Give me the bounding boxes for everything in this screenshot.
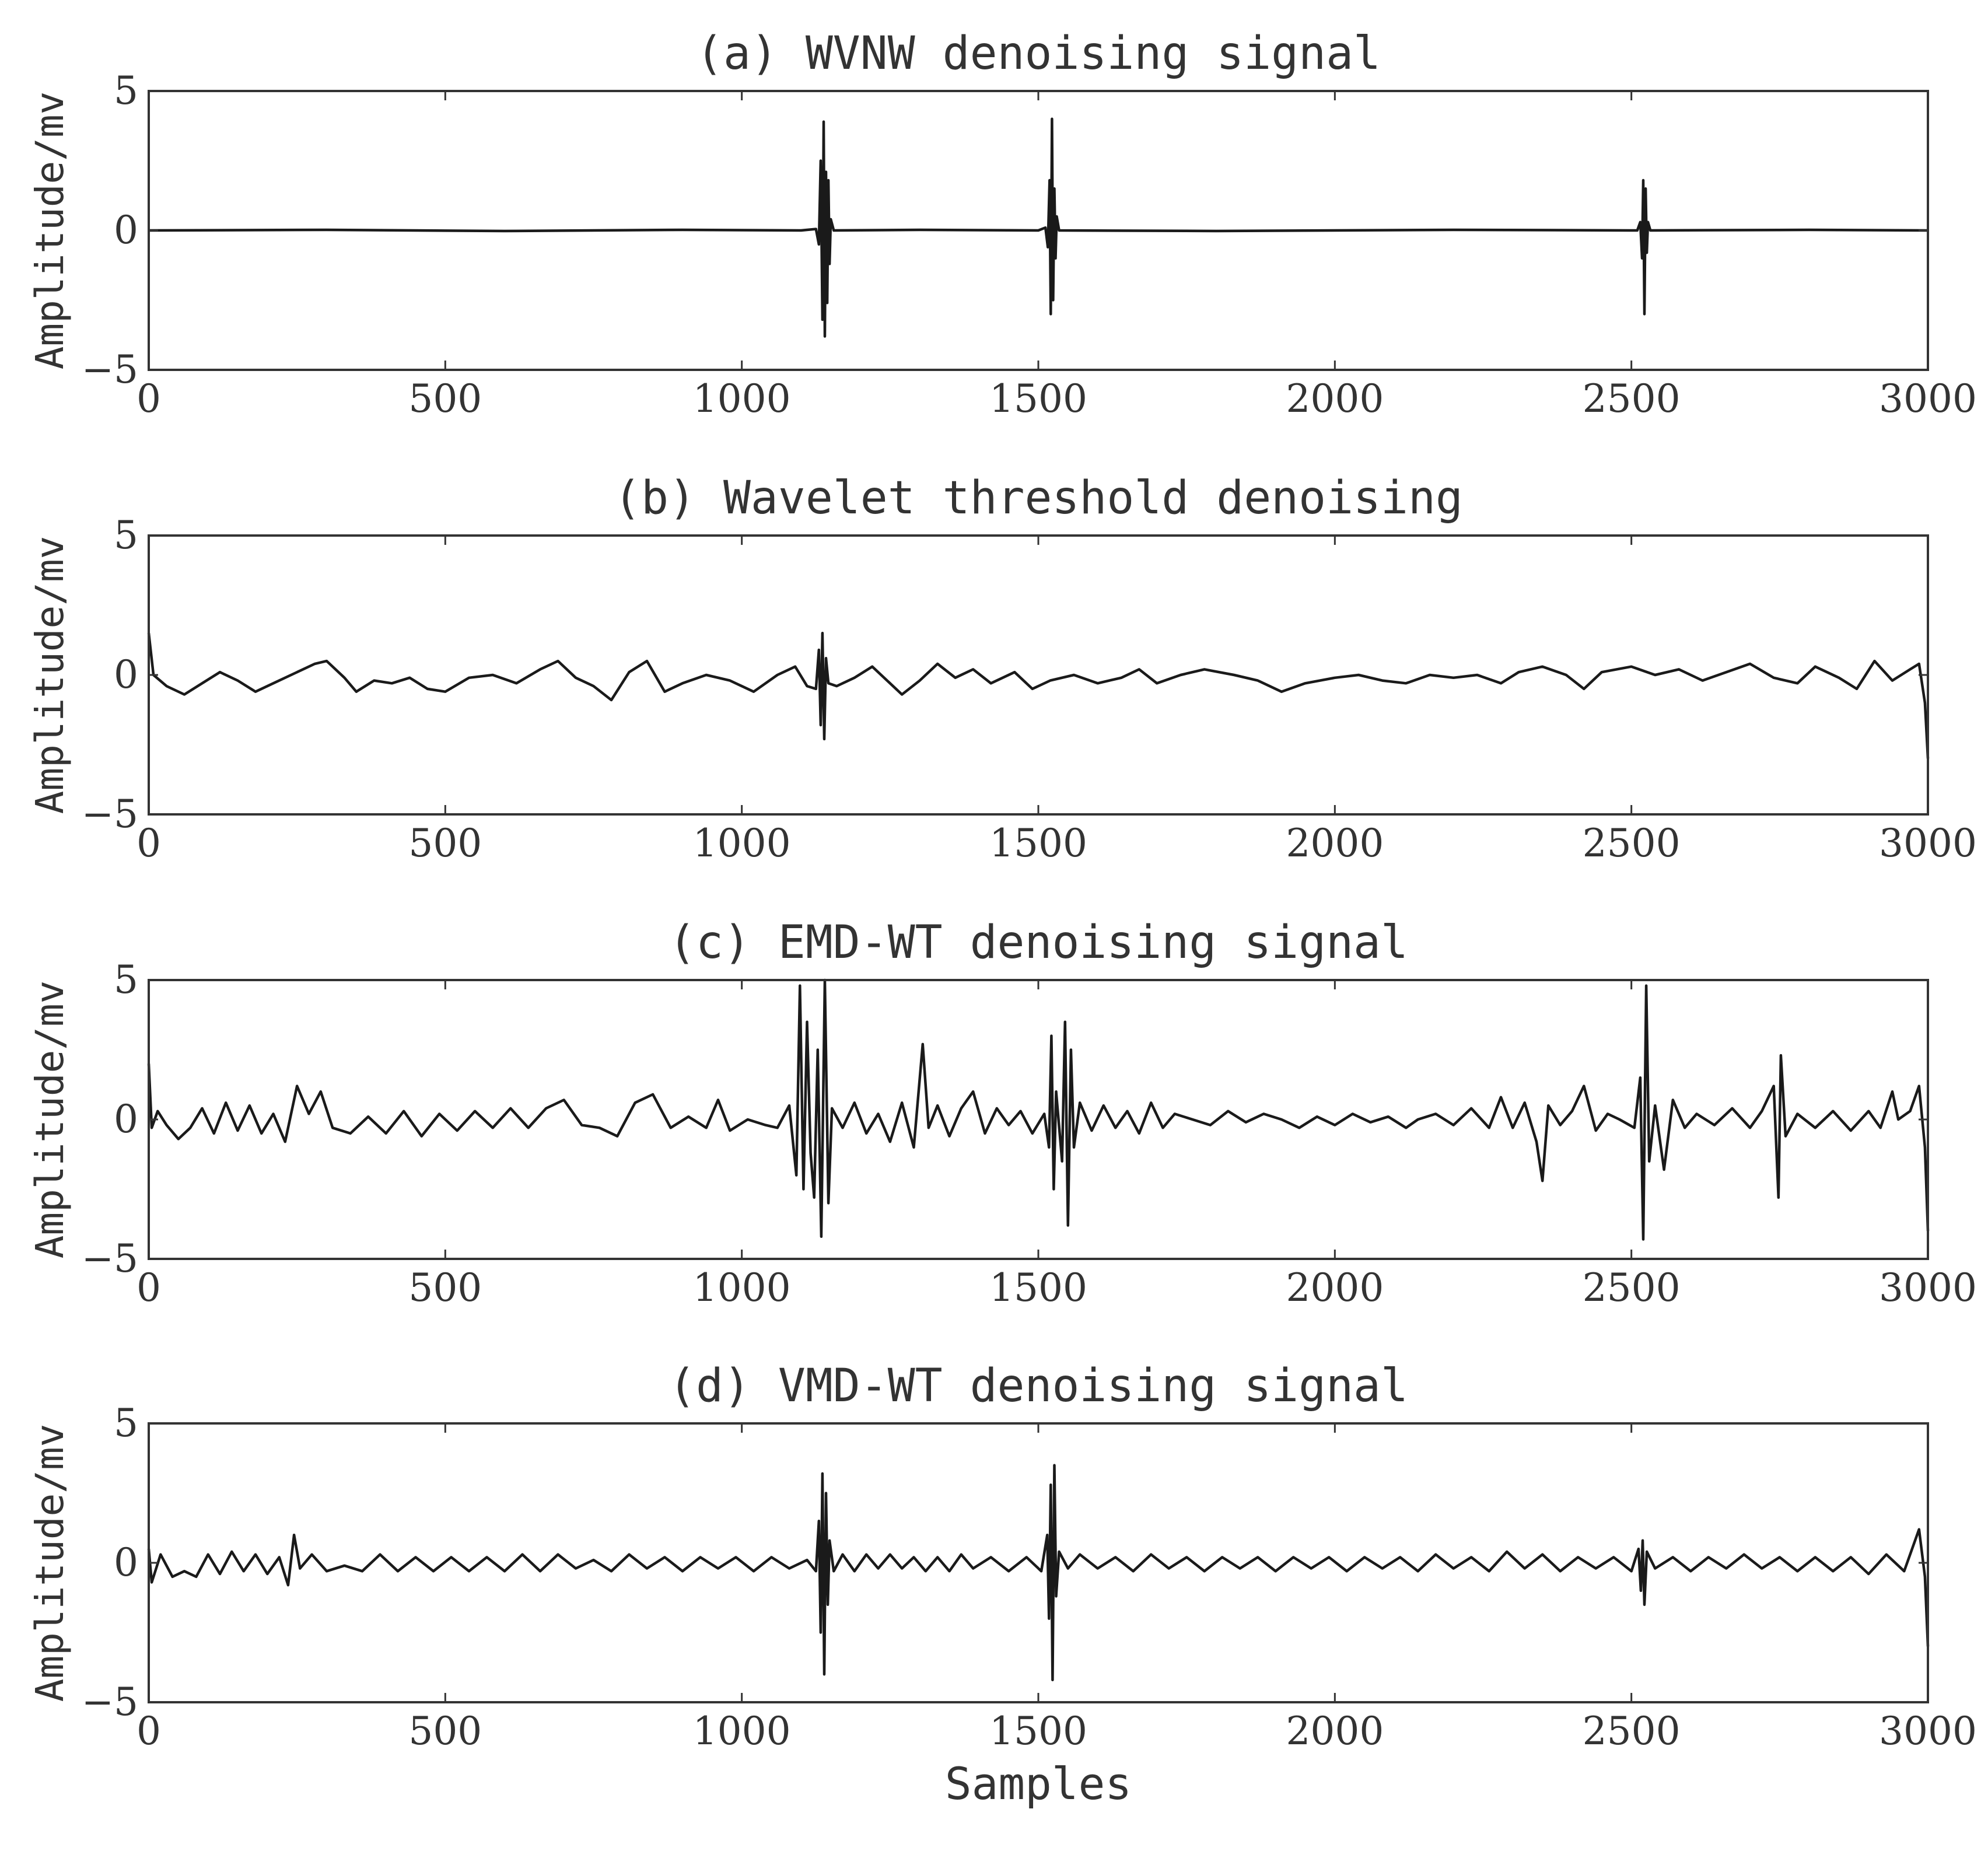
x-tick-label: 500: [408, 376, 482, 421]
y-tick-label: 5: [114, 68, 138, 113]
x-tick-label: 500: [408, 1709, 482, 1754]
subplot-title: (c) EMD-WT denoising signal: [668, 916, 1408, 969]
x-tick-label: 3000: [1879, 1709, 1977, 1754]
x-tick-label: 3000: [1879, 821, 1977, 866]
x-tick-label: 1500: [989, 1265, 1087, 1310]
x-tick-label: 2500: [1583, 821, 1681, 866]
signal-line: [147, 978, 1930, 1241]
x-tick-label: 0: [136, 1265, 161, 1310]
y-tick-label: 5: [114, 1401, 138, 1446]
signal-line: [148, 117, 1929, 338]
x-axis-label: Samples: [945, 1758, 1132, 1810]
x-tick-label: 1000: [693, 821, 791, 866]
x-tick-label: 1000: [693, 1265, 791, 1310]
x-tick-label: 1000: [693, 1709, 791, 1754]
signal-line: [147, 632, 1930, 759]
x-tick-label: 3000: [1879, 376, 1977, 421]
x-tick-label: 1500: [989, 376, 1087, 421]
y-axis-label: Amplitude/mv: [27, 1424, 72, 1702]
y-tick-label: −5: [82, 792, 138, 837]
plot-frame: [148, 979, 1929, 1260]
x-tick-label: 2500: [1583, 376, 1681, 421]
x-tick-label: 2000: [1286, 821, 1384, 866]
y-tick-label: −5: [82, 347, 138, 392]
x-tick-label: 500: [408, 1265, 482, 1310]
y-axis-label: Amplitude/mv: [27, 92, 72, 370]
y-tick-label: 0: [114, 1540, 138, 1585]
y-tick-label: 0: [114, 652, 138, 697]
x-tick-label: 2500: [1583, 1265, 1681, 1310]
x-tick-label: 0: [136, 821, 161, 866]
subplot-4: (d) VMD-WT denoising signal Amplitude/mv 0…: [27, 1360, 1977, 1810]
x-tick-label: 1000: [693, 376, 791, 421]
y-tick-label: 5: [114, 513, 138, 558]
signal-line: [147, 1464, 1930, 1682]
subplot-title: (a) WVNW denoising signal: [696, 27, 1381, 80]
plot-frame: [148, 1422, 1929, 1703]
subplot-title: (b) Wavelet threshold denoising: [614, 472, 1463, 524]
subplot-3: (c) EMD-WT denoising signal Amplitude/mv 0…: [27, 916, 1977, 1310]
x-tick-label: 1500: [989, 1709, 1087, 1754]
x-tick-label: 2000: [1286, 1265, 1384, 1310]
y-axis-label: Amplitude/mv: [27, 536, 72, 814]
x-tick-label: 2000: [1286, 376, 1384, 421]
y-tick-label: −5: [82, 1236, 138, 1281]
x-tick-label: 0: [136, 376, 161, 421]
x-tick-label: 2500: [1583, 1709, 1681, 1754]
plot-frame: [148, 534, 1929, 816]
subplot-2: (b) Wavelet threshold denoising Amplitude…: [27, 472, 1977, 866]
x-tick-label: 3000: [1879, 1265, 1977, 1310]
x-tick-label: 1500: [989, 821, 1087, 866]
y-axis-label: Amplitude/mv: [27, 981, 72, 1259]
y-tick-label: −5: [82, 1679, 138, 1724]
subplot-title: (d) VMD-WT denoising signal: [668, 1360, 1408, 1412]
x-tick-label: 0: [136, 1709, 161, 1754]
x-tick-label: 2000: [1286, 1709, 1384, 1754]
x-tick-label: 500: [408, 821, 482, 866]
y-tick-label: 0: [114, 1097, 138, 1142]
y-tick-label: 5: [114, 957, 138, 1002]
y-tick-label: 0: [114, 208, 138, 253]
